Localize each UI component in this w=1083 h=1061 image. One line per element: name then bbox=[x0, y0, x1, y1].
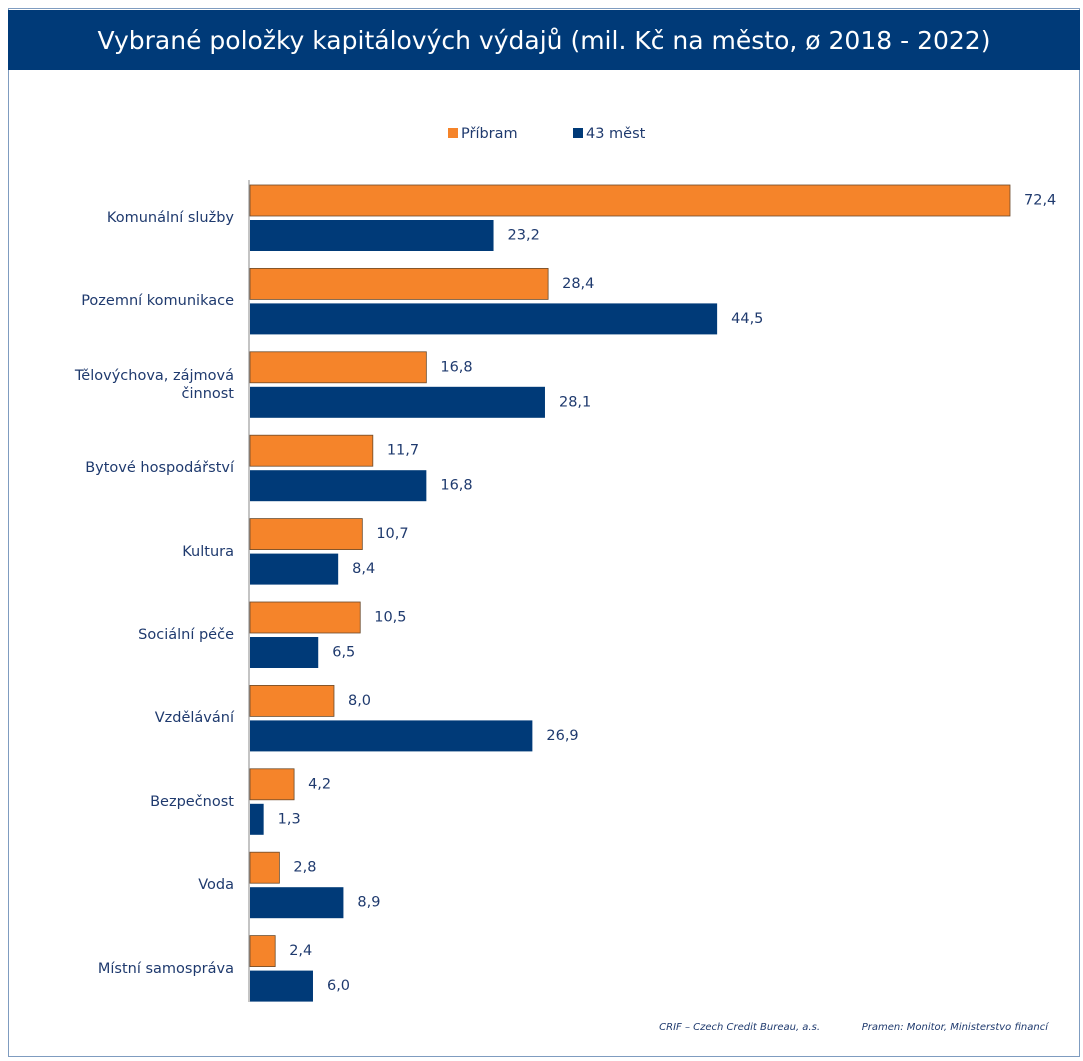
bar bbox=[249, 851, 280, 884]
value-label: 16,8 bbox=[440, 359, 472, 375]
value-label: 23,2 bbox=[508, 228, 540, 244]
bar bbox=[249, 434, 374, 467]
bar bbox=[250, 803, 264, 835]
value-label: 28,1 bbox=[559, 394, 591, 410]
legend-swatch bbox=[448, 128, 458, 138]
legend-label: 43 měst bbox=[586, 126, 646, 142]
value-label: 4,2 bbox=[308, 776, 331, 792]
bar bbox=[249, 768, 295, 801]
value-label: 8,0 bbox=[348, 693, 371, 709]
bar bbox=[249, 935, 276, 967]
bar bbox=[249, 184, 1011, 217]
value-label: 6,0 bbox=[327, 978, 350, 994]
category-label: Pozemní komunikace bbox=[81, 293, 234, 310]
bar bbox=[250, 553, 339, 585]
bar bbox=[249, 351, 427, 384]
chart-title: Vybrané položky kapitálových výdajů (mil… bbox=[98, 26, 991, 55]
frame bbox=[8, 8, 1080, 1057]
value-label: 28,4 bbox=[562, 276, 594, 292]
bar bbox=[250, 303, 718, 335]
bar bbox=[249, 267, 549, 300]
bar bbox=[250, 386, 545, 418]
category-label: Voda bbox=[198, 877, 234, 894]
category-label: Kultura bbox=[182, 543, 234, 560]
legend-label: Příbram bbox=[461, 126, 518, 142]
value-label: 2,4 bbox=[289, 943, 312, 959]
category-label: Tělovýchova, zájmová činnost bbox=[74, 367, 234, 402]
value-label: 11,7 bbox=[387, 443, 419, 459]
value-label: 44,5 bbox=[731, 311, 763, 327]
value-label: 72,4 bbox=[1024, 193, 1056, 209]
category-label: Bezpečnost bbox=[150, 793, 234, 810]
bar bbox=[249, 685, 335, 717]
bar bbox=[250, 637, 319, 668]
category-label: Místní samospráva bbox=[97, 960, 234, 977]
bar bbox=[250, 720, 533, 752]
value-label: 1,3 bbox=[278, 811, 301, 827]
credit: CRIF – Czech Credit Bureau, a.s. bbox=[659, 1022, 820, 1033]
bar bbox=[250, 470, 427, 502]
legend-swatch bbox=[573, 128, 583, 138]
bar bbox=[250, 887, 344, 919]
category-label: Bytové hospodářství bbox=[85, 460, 234, 477]
bar bbox=[249, 601, 361, 634]
value-label: 8,4 bbox=[352, 561, 375, 577]
value-label: 26,9 bbox=[546, 728, 578, 744]
value-label: 2,8 bbox=[293, 860, 316, 876]
source: Pramen: Monitor, Ministerstvo financí bbox=[862, 1021, 1050, 1033]
value-label: 10,5 bbox=[374, 610, 406, 626]
value-label: 6,5 bbox=[332, 645, 355, 661]
category-label: Vzdělávání bbox=[154, 710, 234, 727]
value-label: 10,7 bbox=[376, 526, 408, 542]
bar bbox=[250, 970, 313, 1002]
value-label: 8,9 bbox=[357, 895, 380, 911]
category-label: Sociální péče bbox=[138, 627, 234, 643]
header bbox=[8, 10, 1080, 70]
value-label: 16,8 bbox=[440, 478, 472, 494]
category-label: Komunální služby bbox=[106, 210, 234, 226]
bar bbox=[249, 518, 363, 550]
bar bbox=[250, 220, 494, 251]
